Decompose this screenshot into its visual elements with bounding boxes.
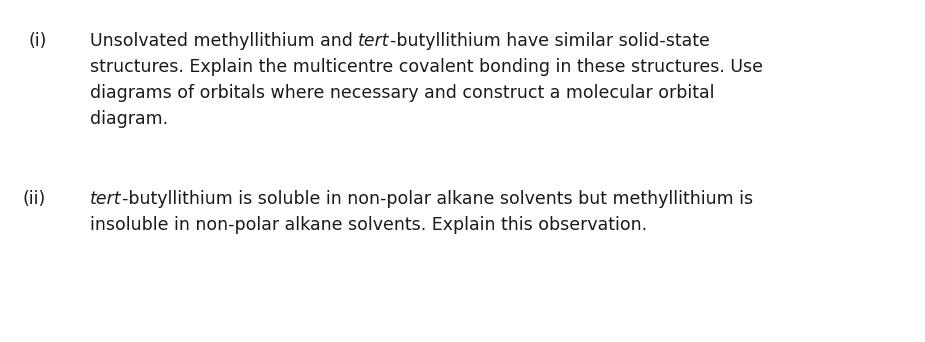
Text: tert: tert: [90, 190, 121, 208]
Text: (ii): (ii): [23, 190, 46, 208]
Text: -butyllithium is soluble in non-polar alkane solvents but methyllithium is: -butyllithium is soluble in non-polar al…: [121, 190, 753, 208]
Text: diagram.: diagram.: [90, 110, 168, 128]
Text: Unsolvated methyllithium and: Unsolvated methyllithium and: [90, 32, 358, 50]
Text: (i): (i): [28, 32, 46, 50]
Text: insoluble in non-polar alkane solvents. Explain this observation.: insoluble in non-polar alkane solvents. …: [90, 216, 648, 234]
Text: -butyllithium have similar solid-state: -butyllithium have similar solid-state: [390, 32, 709, 50]
Text: tert: tert: [358, 32, 390, 50]
Text: structures. Explain the multicentre covalent bonding in these structures. Use: structures. Explain the multicentre cova…: [90, 58, 763, 76]
Text: diagrams of orbitals where necessary and construct a molecular orbital: diagrams of orbitals where necessary and…: [90, 84, 714, 102]
